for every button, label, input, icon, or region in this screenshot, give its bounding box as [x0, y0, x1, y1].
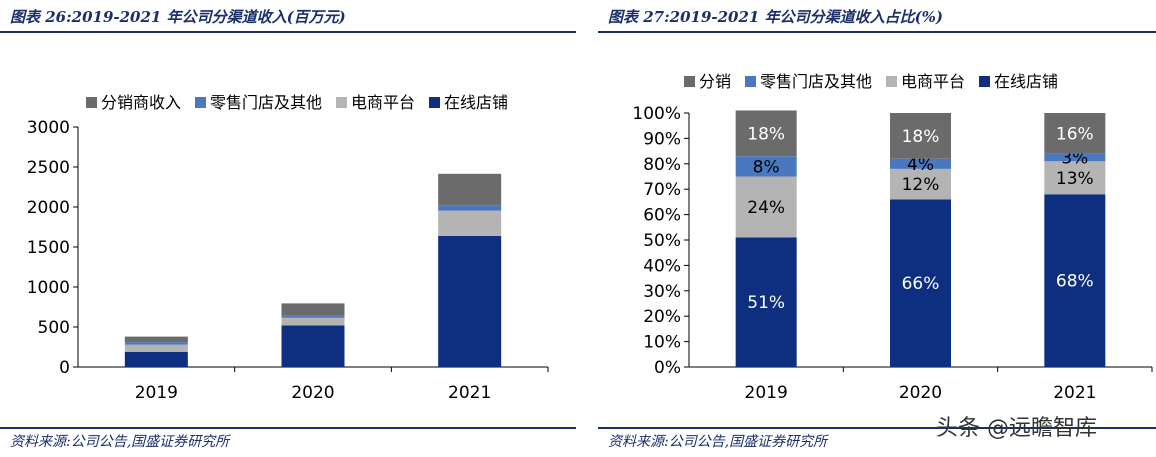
bar-segment — [438, 235, 502, 367]
y-tick-label: 10% — [643, 333, 681, 353]
legend-label: 电商平台 — [351, 93, 415, 112]
bar-segment — [890, 158, 951, 169]
legend-label: 分销 — [699, 72, 731, 91]
data-label: 13% — [1056, 169, 1094, 189]
x-tick-label: 2021 — [1053, 383, 1096, 403]
data-label: 24% — [747, 198, 785, 218]
data-label: 18% — [902, 127, 940, 147]
bar-segment — [890, 199, 951, 367]
bar-segment — [890, 113, 951, 159]
y-tick-label: 50% — [643, 231, 681, 251]
left-chart-title: 图表 26:2019-2021 年公司分渠道收入(百万元) — [10, 8, 346, 26]
legend-swatch — [429, 97, 440, 108]
y-tick-label: 90% — [643, 129, 681, 149]
bar-segment — [890, 168, 951, 200]
right-top-rule — [598, 31, 1156, 33]
legend-label: 分销商收入 — [101, 93, 181, 112]
legend-label: 零售门店及其他 — [760, 72, 872, 91]
bar-segment — [124, 336, 188, 343]
revenue-stacked-bar-chart: 0 500 1000 1500 2000 2500 3000 2019 2020 2021 分销商收… — [27, 93, 549, 403]
left-top-rule — [0, 31, 576, 33]
legend-swatch — [979, 76, 990, 87]
y-tick-label: 1000 — [27, 278, 70, 298]
bar-segment — [281, 315, 345, 318]
legend-swatch — [86, 97, 97, 108]
left-chart-panel: 图表 26:2019-2021 年公司分渠道收入(百万元) 0 500 1000 15… — [0, 0, 576, 457]
watermark-text: 头条 @远瞻智库 — [936, 416, 1097, 441]
y-tick-label: 30% — [643, 282, 681, 302]
data-label: 12% — [902, 175, 940, 195]
y-tick-label: 0 — [59, 358, 70, 378]
y-tick-label: 2000 — [27, 198, 70, 218]
bar-segment — [1044, 194, 1106, 367]
legend-swatch — [684, 76, 695, 87]
bar-segment — [735, 156, 797, 177]
x-tick-label: 2020 — [899, 383, 942, 403]
data-label: 4% — [907, 155, 934, 175]
y-tick-label: 100% — [632, 104, 681, 124]
y-tick-label: 80% — [643, 155, 681, 175]
data-label: 51% — [747, 293, 785, 313]
left-bottom-rule — [0, 427, 576, 429]
x-tick-label: 2021 — [448, 383, 491, 403]
y-tick-label: 20% — [643, 307, 681, 327]
y-tick-label: 40% — [643, 256, 681, 276]
right-chart-title: 图表 27:2019-2021 年公司分渠道收入占比(%) — [608, 8, 944, 26]
data-label: 68% — [1056, 272, 1094, 292]
bar-segment — [438, 173, 502, 206]
y-tick-label: 2500 — [27, 158, 70, 178]
legend-swatch — [745, 76, 756, 87]
y-tick-label: 3000 — [27, 118, 70, 138]
right-bottom-rule — [598, 427, 1156, 429]
bar-segment — [438, 210, 502, 236]
x-tick-label: 2020 — [291, 383, 334, 403]
legend-label: 在线店铺 — [994, 72, 1058, 91]
bar-segment — [1044, 153, 1106, 162]
legend-swatch — [195, 97, 206, 108]
legend-swatch — [886, 76, 897, 87]
x-tick-label: 2019 — [745, 383, 788, 403]
bar-segment — [281, 303, 345, 316]
data-label: 8% — [753, 157, 780, 177]
y-tick-label: 60% — [643, 206, 681, 226]
right-chart-panel: 图表 27:2019-2021 年公司分渠道收入占比(%) 0% 10% 20% 30… — [598, 0, 1156, 457]
legend-swatch — [336, 97, 347, 108]
bar-segment — [124, 344, 188, 352]
legend-label: 零售门店及其他 — [210, 93, 322, 112]
bar-segment — [281, 317, 345, 326]
share-stacked-bar-chart: 0% 10% 20% 30% 40% 50% 60% 70% 80% 90% 100% 2019 51%… — [632, 72, 1153, 403]
bar-segment — [735, 110, 797, 157]
data-label: 16% — [1056, 124, 1094, 144]
left-source-note: 资料来源:公司公告,国盛证券研究所 — [10, 434, 230, 450]
y-tick-label: 500 — [38, 318, 70, 338]
data-label: 18% — [747, 124, 785, 144]
y-tick-label: 70% — [643, 180, 681, 200]
bar-segment — [124, 351, 188, 367]
bar-segment — [1044, 161, 1106, 195]
legend-label: 在线店铺 — [444, 93, 508, 112]
x-tick-label: 2019 — [135, 383, 178, 403]
bar-segment — [735, 237, 797, 367]
right-source-note: 资料来源:公司公告,国盛证券研究所 — [608, 434, 828, 450]
bar-segment — [438, 205, 502, 211]
bar-segment — [735, 176, 797, 238]
y-tick-label: 1500 — [27, 238, 70, 258]
bar-segment — [281, 325, 345, 367]
data-label: 66% — [902, 274, 940, 294]
y-tick-label: 0% — [654, 358, 681, 378]
bar-segment — [124, 342, 188, 345]
bar-segment — [1044, 113, 1106, 154]
legend-label: 电商平台 — [901, 72, 965, 91]
